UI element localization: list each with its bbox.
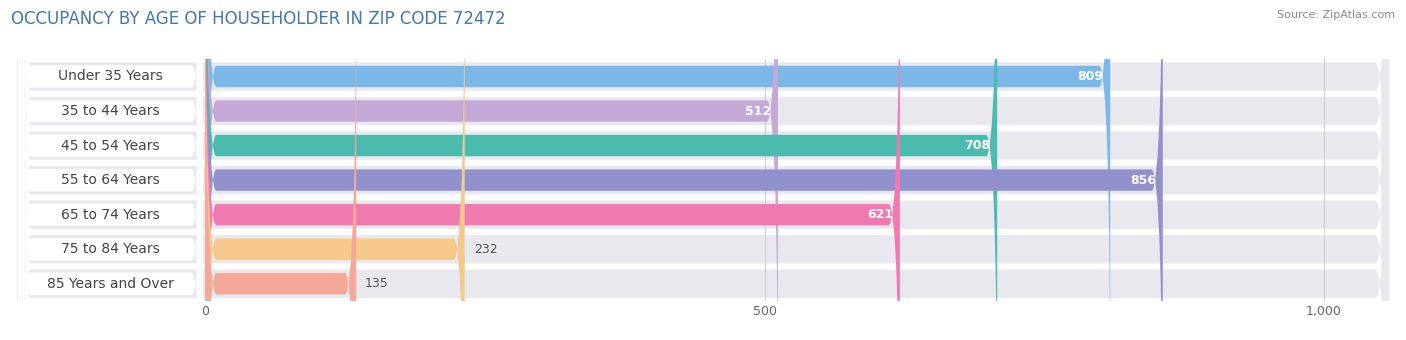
Text: 85 Years and Over: 85 Years and Over [48,277,174,291]
FancyBboxPatch shape [205,0,997,340]
FancyBboxPatch shape [205,0,1163,340]
Text: OCCUPANCY BY AGE OF HOUSEHOLDER IN ZIP CODE 72472: OCCUPANCY BY AGE OF HOUSEHOLDER IN ZIP C… [11,10,506,28]
FancyBboxPatch shape [18,0,202,340]
FancyBboxPatch shape [205,0,356,340]
FancyBboxPatch shape [17,0,1389,340]
Text: 75 to 84 Years: 75 to 84 Years [62,242,160,256]
FancyBboxPatch shape [17,0,1389,340]
FancyBboxPatch shape [17,0,1389,340]
Text: 621: 621 [868,208,893,221]
Text: 856: 856 [1130,174,1156,187]
FancyBboxPatch shape [18,0,202,340]
Text: 35 to 44 Years: 35 to 44 Years [62,104,160,118]
Text: 232: 232 [474,243,498,256]
FancyBboxPatch shape [18,0,202,340]
FancyBboxPatch shape [18,0,202,340]
FancyBboxPatch shape [17,0,1389,340]
Text: Source: ZipAtlas.com: Source: ZipAtlas.com [1277,10,1395,20]
Text: 708: 708 [965,139,990,152]
FancyBboxPatch shape [205,0,778,340]
Text: 512: 512 [745,104,772,118]
FancyBboxPatch shape [18,0,202,340]
FancyBboxPatch shape [17,0,1389,340]
Text: 55 to 64 Years: 55 to 64 Years [62,173,160,187]
FancyBboxPatch shape [17,0,1389,340]
Text: 809: 809 [1077,70,1104,83]
FancyBboxPatch shape [17,0,1389,340]
Text: 65 to 74 Years: 65 to 74 Years [62,208,160,222]
FancyBboxPatch shape [18,0,202,340]
Text: 135: 135 [366,277,389,290]
FancyBboxPatch shape [18,0,202,340]
FancyBboxPatch shape [205,0,465,340]
FancyBboxPatch shape [205,0,1111,340]
Text: 45 to 54 Years: 45 to 54 Years [62,139,160,153]
FancyBboxPatch shape [205,0,900,340]
Text: Under 35 Years: Under 35 Years [58,69,163,84]
